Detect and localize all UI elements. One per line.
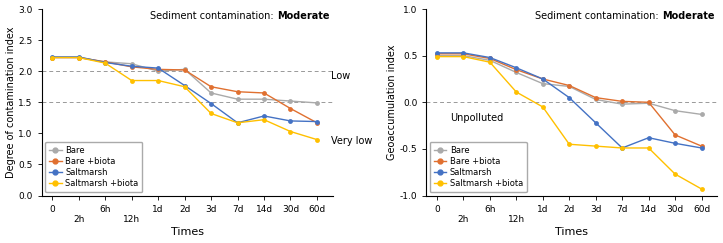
Text: Unpolluted: Unpolluted [450,113,503,123]
Text: 12h: 12h [508,215,525,224]
Text: Very low: Very low [332,136,373,146]
Text: 12h: 12h [123,215,140,224]
Y-axis label: Geoaccumulation index: Geoaccumulation index [387,44,397,160]
Text: Moderate: Moderate [283,11,330,21]
Legend: Bare, Bare +biota, Saltmarsh, Saltmarsh +biota: Bare, Bare +biota, Saltmarsh, Saltmarsh … [429,142,527,192]
Text: Moderate: Moderate [278,11,330,21]
Text: Sediment contamination:: Sediment contamination: [535,11,662,21]
Text: Moderate: Moderate [662,11,714,21]
Text: 2h: 2h [73,215,85,224]
Y-axis label: Degree of contamination index: Degree of contamination index [6,26,16,178]
X-axis label: Times: Times [171,227,204,237]
Legend: Bare, Bare +biota, Saltmarsh, Saltmarsh +biota: Bare, Bare +biota, Saltmarsh, Saltmarsh … [45,142,142,192]
Text: Low: Low [332,71,351,81]
Text: Moderate: Moderate [668,11,714,21]
Text: Sediment contamination:: Sediment contamination: [150,11,277,21]
X-axis label: Times: Times [555,227,589,237]
Text: 2h: 2h [458,215,469,224]
